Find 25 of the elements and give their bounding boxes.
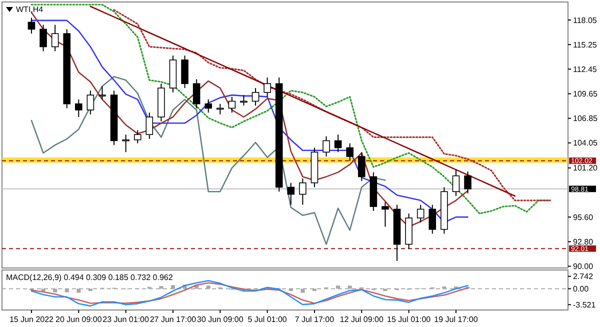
y-tick-label: 109.65 (573, 90, 598, 99)
y-tick-label: 90.00 (573, 262, 594, 272)
y-tick-label: 95.60 (573, 212, 594, 222)
x-tick-label: 20 Jun 09:00 (56, 315, 102, 324)
y-tick-label: 92.80 (573, 237, 594, 246)
x-tick-label: 12 Jul 09:00 (340, 315, 384, 324)
y-tick-label: -3.521 (573, 300, 596, 310)
chart-title: MACD(12,26,9) 0.494 0.309 0.185 0.732 0.962 (6, 273, 174, 282)
x-tick-label: 15 Jun 2022 (9, 315, 54, 324)
x-tick-label: 5 Jul 01:00 (248, 315, 288, 324)
x-tick-label: 30 Jun 09:00 (197, 315, 244, 324)
y-tick-label: 118.05 (573, 16, 598, 25)
y-tick-label: 115.25 (573, 40, 598, 50)
x-tick-label: 23 Jun 01:00 (102, 315, 150, 324)
y-tick-label: 112.45 (573, 64, 598, 74)
x-tick-label: 27 Jun 17:00 (150, 315, 197, 324)
y-tick-label: 0.00 (573, 284, 590, 294)
y-tick-label: 101.20 (573, 164, 598, 173)
y-tick-label: 2.742 (573, 272, 594, 282)
x-tick-label: 19 Jul 17:00 (434, 315, 478, 324)
chart-title: WTI,H4 (16, 5, 44, 14)
y-tick-label: 104.05 (573, 138, 598, 148)
x-tick-label: 7 Jul 17:00 (294, 315, 335, 324)
y-tick-label: 106.85 (573, 114, 598, 124)
x-tick-label: 15 Jul 01:00 (387, 315, 432, 324)
